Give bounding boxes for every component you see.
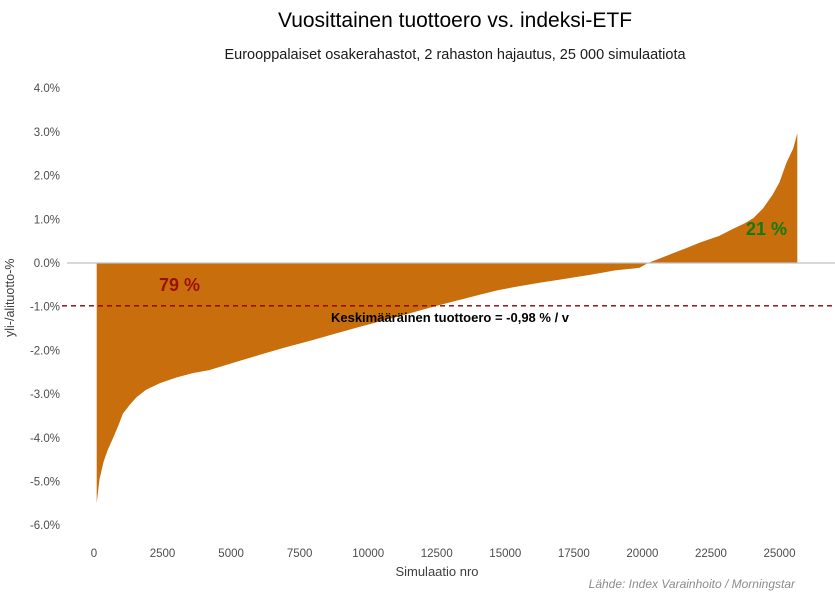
y-tick-label: 4.0%: [34, 83, 60, 95]
x-tick-label: 25000: [764, 548, 796, 560]
chart-title: Vuosittainen tuottoero vs. indeksi-ETF: [277, 9, 633, 32]
y-tick-label: 1.0%: [34, 214, 60, 226]
x-tick-label: 0: [91, 548, 97, 560]
x-tick-label: 17500: [558, 548, 590, 560]
x-tick-label: 5000: [218, 548, 244, 560]
y-tick-label: -3.0%: [30, 389, 60, 401]
y-tick-label: 0.0%: [34, 258, 60, 270]
y-tick-label: -2.0%: [30, 345, 60, 357]
y-tick-label: 2.0%: [34, 171, 60, 183]
y-tick-label: -4.0%: [30, 433, 60, 445]
source-note: Lähde: Index Varainhoito / Morningstar: [588, 577, 795, 591]
x-tick-label: 2500: [150, 548, 176, 560]
y-tick-label: -1.0%: [30, 302, 60, 314]
x-axis-title: Simulaatio nro: [395, 564, 479, 579]
y-tick-label: 3.0%: [34, 127, 60, 139]
x-tick-label: 12500: [421, 548, 453, 560]
x-tick-label: 7500: [287, 548, 313, 560]
y-tick-label: -6.0%: [30, 520, 60, 532]
mean-line-label: Keskimääräinen tuottoero = -0,98 % / v: [330, 310, 570, 325]
pct-below-label: 79 %: [159, 275, 201, 295]
pct-above-label: 21 %: [746, 219, 788, 239]
x-tick-label: 15000: [489, 548, 521, 560]
chart-subtitle: Eurooppalaiset osakerahastot, 2 rahaston…: [224, 47, 686, 63]
area-series: [96, 133, 798, 504]
x-tick-label: 22500: [695, 548, 727, 560]
y-tick-label: -5.0%: [30, 477, 60, 489]
x-tick-label: 10000: [352, 548, 384, 560]
x-tick-label: 20000: [626, 548, 658, 560]
